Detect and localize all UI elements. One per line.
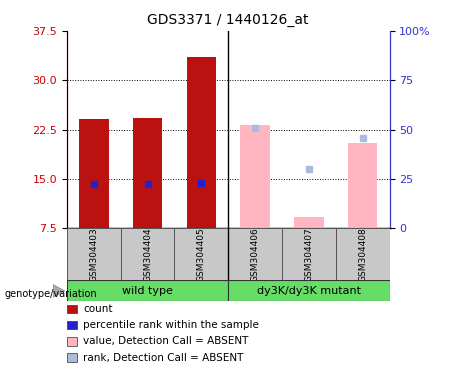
Title: GDS3371 / 1440126_at: GDS3371 / 1440126_at	[148, 13, 309, 27]
Text: GSM304403: GSM304403	[89, 227, 98, 282]
Bar	[282, 228, 336, 280]
Bar	[228, 228, 282, 280]
Bar	[348, 143, 378, 228]
Bar	[67, 280, 228, 301]
Text: GSM304404: GSM304404	[143, 227, 152, 282]
Text: dy3K/dy3K mutant: dy3K/dy3K mutant	[257, 286, 361, 296]
Bar	[240, 125, 270, 228]
Text: GSM304408: GSM304408	[358, 227, 367, 282]
Bar	[228, 280, 390, 301]
Text: GSM304405: GSM304405	[197, 227, 206, 282]
Bar	[133, 118, 162, 228]
Bar	[294, 217, 324, 228]
Bar	[67, 228, 121, 280]
Text: genotype/variation: genotype/variation	[5, 289, 97, 299]
Bar	[187, 57, 216, 228]
Text: value, Detection Call = ABSENT: value, Detection Call = ABSENT	[83, 336, 248, 346]
Text: wild type: wild type	[122, 286, 173, 296]
Text: percentile rank within the sample: percentile rank within the sample	[83, 320, 259, 330]
Text: GSM304406: GSM304406	[251, 227, 260, 282]
Bar	[174, 228, 228, 280]
Bar	[79, 119, 108, 228]
Bar	[336, 228, 390, 280]
Text: rank, Detection Call = ABSENT: rank, Detection Call = ABSENT	[83, 353, 243, 362]
Polygon shape	[53, 285, 65, 297]
Text: count: count	[83, 304, 112, 314]
Text: GSM304407: GSM304407	[304, 227, 313, 282]
Bar	[121, 228, 174, 280]
